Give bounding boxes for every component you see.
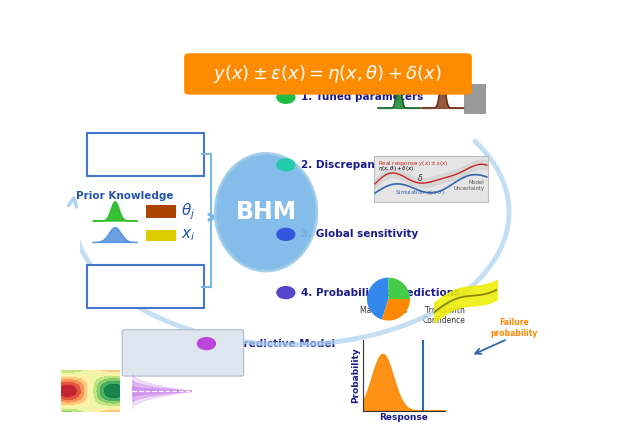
Text: Uncertainty Quantification: Uncertainty Quantification bbox=[129, 404, 195, 409]
Text: $y(x) \pm \epsilon(x) = \eta(x,\theta) + \delta(x)$: $y(x) \pm \epsilon(x) = \eta(x,\theta) +… bbox=[214, 63, 442, 85]
Text: BHM: BHM bbox=[236, 200, 296, 224]
Wedge shape bbox=[388, 278, 410, 299]
Text: 1. Tuned parameters: 1. Tuned parameters bbox=[301, 92, 423, 102]
Text: Model
Uncertainty: Model Uncertainty bbox=[453, 180, 484, 191]
Text: 4. Probabilistic Predictions: 4. Probabilistic Predictions bbox=[301, 288, 460, 298]
Text: 2. Discrepancy model: 2. Discrepancy model bbox=[301, 160, 428, 170]
Wedge shape bbox=[367, 278, 388, 319]
Text: 5. Predictive Model: 5. Predictive Model bbox=[221, 339, 335, 349]
Text: Trend with
Confidence: Trend with Confidence bbox=[423, 306, 466, 325]
Text: Failure
probability: Failure probability bbox=[490, 318, 538, 338]
Ellipse shape bbox=[215, 154, 317, 271]
Text: $\eta(x,\theta)+\delta(x)$: $\eta(x,\theta)+\delta(x)$ bbox=[378, 164, 414, 173]
Y-axis label: Probability: Probability bbox=[351, 347, 360, 403]
Text: $\delta$: $\delta$ bbox=[417, 172, 424, 183]
Circle shape bbox=[277, 228, 295, 240]
Text: Experimental data: Experimental data bbox=[91, 280, 200, 290]
FancyBboxPatch shape bbox=[184, 53, 472, 95]
Text: Simulation $\eta(x,\theta)$: Simulation $\eta(x,\theta)$ bbox=[395, 188, 445, 197]
Circle shape bbox=[277, 287, 295, 298]
Text: 3. Global sensitivity: 3. Global sensitivity bbox=[301, 229, 418, 240]
FancyBboxPatch shape bbox=[374, 156, 488, 202]
FancyBboxPatch shape bbox=[88, 133, 204, 176]
Text: Simulation results: Simulation results bbox=[92, 147, 199, 157]
Text: Prior Knowledge: Prior Knowledge bbox=[76, 190, 173, 201]
Circle shape bbox=[277, 159, 295, 171]
FancyBboxPatch shape bbox=[88, 265, 204, 308]
Text: $y(x) \pm \epsilon(x)$: $y(x) \pm \epsilon(x)$ bbox=[118, 287, 173, 301]
FancyBboxPatch shape bbox=[122, 330, 244, 376]
Text: Main Effects: Main Effects bbox=[360, 306, 407, 315]
X-axis label: Response: Response bbox=[380, 413, 428, 422]
Wedge shape bbox=[382, 299, 410, 320]
Circle shape bbox=[277, 91, 295, 103]
FancyBboxPatch shape bbox=[147, 230, 176, 241]
Text: Real response $y(x)\pm\epsilon(x)$: Real response $y(x)\pm\epsilon(x)$ bbox=[378, 159, 448, 168]
Circle shape bbox=[198, 338, 216, 350]
Text: $x_i$: $x_i$ bbox=[181, 227, 195, 243]
Text: $\theta_j$: $\theta_j$ bbox=[181, 201, 195, 222]
FancyBboxPatch shape bbox=[147, 205, 176, 218]
Text: $\eta(x,\theta)$: $\eta(x,\theta)$ bbox=[127, 154, 163, 169]
FancyBboxPatch shape bbox=[464, 84, 486, 114]
